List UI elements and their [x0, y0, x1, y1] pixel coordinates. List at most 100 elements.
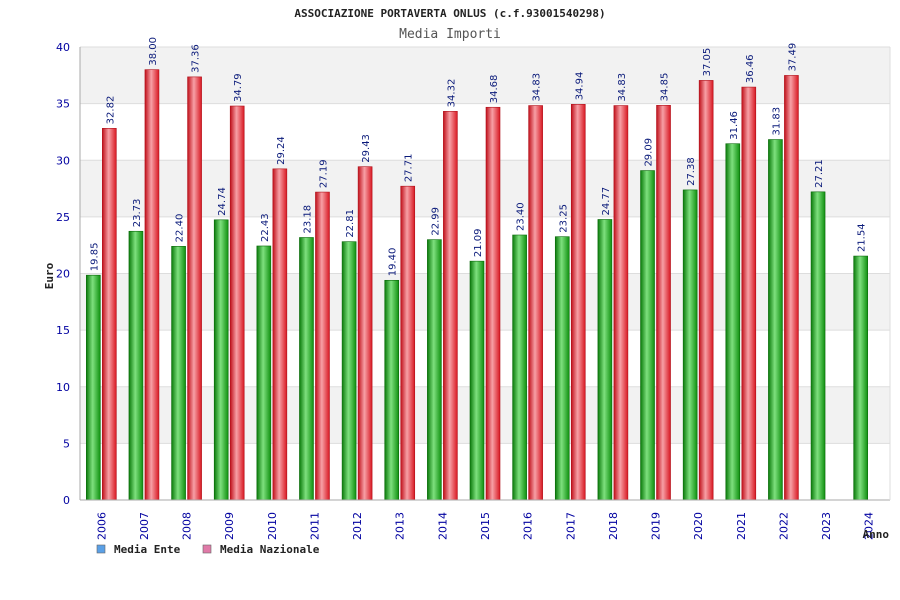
chart-subtitle: Media Importi	[399, 27, 501, 42]
y-tick-label: 10	[56, 381, 70, 394]
bar-nazionale	[315, 191, 330, 501]
data-label: 19.85	[89, 243, 100, 272]
x-tick-label: 2016	[522, 512, 535, 540]
data-label: 24.74	[217, 187, 228, 216]
x-tick-label: 2015	[479, 512, 492, 540]
bar-ente	[427, 239, 442, 501]
bar-nazionale	[187, 76, 202, 501]
data-label: 34.79	[233, 73, 244, 102]
bar-ente	[341, 241, 357, 501]
data-label: 34.83	[532, 73, 543, 102]
data-label: 37.05	[702, 48, 713, 77]
y-axis-label: Euro	[43, 262, 56, 289]
data-label: 36.46	[745, 54, 756, 83]
data-label: 27.19	[318, 159, 329, 188]
bar-ente	[640, 170, 655, 501]
data-label: 23.25	[558, 204, 569, 233]
data-label: 34.85	[660, 73, 671, 102]
bar-ente	[384, 279, 400, 501]
y-tick-labels: 0 5 10 15 20 25 30 35 40	[56, 41, 70, 507]
data-label: 27.38	[686, 157, 697, 186]
x-tick-label: 2018	[607, 512, 620, 540]
y-tick-label: 5	[63, 437, 70, 450]
bar-nazionale	[272, 168, 288, 501]
legend: Media Ente Media Nazionale	[96, 543, 320, 556]
data-label: 34.32	[446, 79, 457, 108]
bar-ente	[213, 219, 229, 501]
x-axis-label: Anno	[863, 528, 890, 541]
y-tick-label: 25	[56, 211, 70, 224]
bar-nazionale	[613, 105, 629, 501]
bar-nazionale	[400, 185, 416, 501]
data-label: 29.09	[644, 138, 655, 167]
bar-ente	[682, 189, 698, 501]
legend-label: Media Ente	[114, 543, 181, 556]
data-label: 27.21	[814, 159, 825, 188]
y-tick-label: 15	[56, 324, 70, 337]
x-tick-label: 2008	[181, 512, 194, 540]
data-label: 24.77	[601, 187, 612, 216]
legend-swatch	[202, 544, 212, 554]
bar-nazionale	[229, 105, 245, 501]
y-tick-label: 0	[63, 494, 70, 507]
data-label: 34.68	[489, 75, 500, 104]
bars	[86, 69, 868, 501]
data-label: 34.83	[617, 73, 628, 102]
chart-title: ASSOCIAZIONE PORTAVERTA ONLUS (c.f.93001…	[294, 7, 605, 20]
data-label: 37.36	[191, 44, 202, 73]
data-label: 21.54	[857, 223, 868, 252]
y-tick-label: 30	[56, 154, 70, 167]
y-tick-label: 35	[56, 98, 70, 111]
bar-ente	[256, 245, 272, 501]
bar-ente	[768, 139, 783, 501]
bar-nazionale	[656, 105, 671, 501]
bar-nazionale	[357, 166, 373, 501]
data-label: 32.82	[105, 96, 116, 125]
x-tick-label: 2006	[95, 512, 108, 540]
bar-nazionale	[485, 106, 501, 501]
bar-nazionale	[784, 75, 799, 501]
data-label: 29.43	[361, 134, 372, 163]
bar-ente	[171, 246, 186, 501]
data-label: 21.09	[473, 229, 484, 258]
bar-nazionale	[570, 104, 586, 501]
x-tick-label: 2009	[223, 512, 236, 540]
data-label: 38.00	[148, 37, 159, 66]
bar-ente	[597, 219, 613, 501]
x-tick-label: 2007	[138, 512, 151, 540]
x-tick-label: 2010	[266, 512, 279, 540]
data-label: 22.40	[175, 214, 186, 243]
data-label: 23.73	[132, 199, 143, 228]
bar-ente	[86, 274, 101, 501]
data-label: 31.46	[729, 111, 740, 140]
x-tick-label: 2021	[735, 512, 748, 540]
bar-ente	[299, 237, 314, 501]
bar-ente	[554, 236, 570, 501]
bar-ente	[725, 143, 741, 501]
data-label: 27.71	[404, 154, 415, 183]
bar-nazionale	[144, 69, 160, 501]
data-label: 34.94	[574, 72, 585, 101]
bar-nazionale	[443, 111, 458, 501]
x-tick-label: 2012	[351, 512, 364, 540]
x-tick-label: 2022	[777, 512, 790, 540]
legend-label: Media Nazionale	[220, 543, 320, 556]
bar-nazionale	[741, 86, 757, 501]
data-label: 37.49	[787, 43, 798, 72]
data-label: 23.18	[302, 205, 313, 234]
y-tick-label: 20	[56, 268, 70, 281]
data-labels: 19.85 23.73 22.40 24.74 22.43 23.18 22.81 19.40…	[89, 37, 867, 276]
axes	[79, 47, 891, 501]
bar-ente	[853, 255, 868, 501]
data-label: 23.40	[516, 202, 527, 231]
y-tick-label: 40	[56, 41, 70, 54]
legend-swatch	[96, 544, 106, 554]
x-tick-label: 2017	[564, 512, 577, 540]
data-label: 22.81	[345, 209, 356, 238]
data-label: 29.24	[276, 136, 287, 165]
bar-nazionale	[102, 128, 117, 501]
data-label: 19.40	[388, 248, 399, 277]
x-tick-label: 2019	[650, 512, 663, 540]
data-label: 22.99	[430, 207, 441, 236]
